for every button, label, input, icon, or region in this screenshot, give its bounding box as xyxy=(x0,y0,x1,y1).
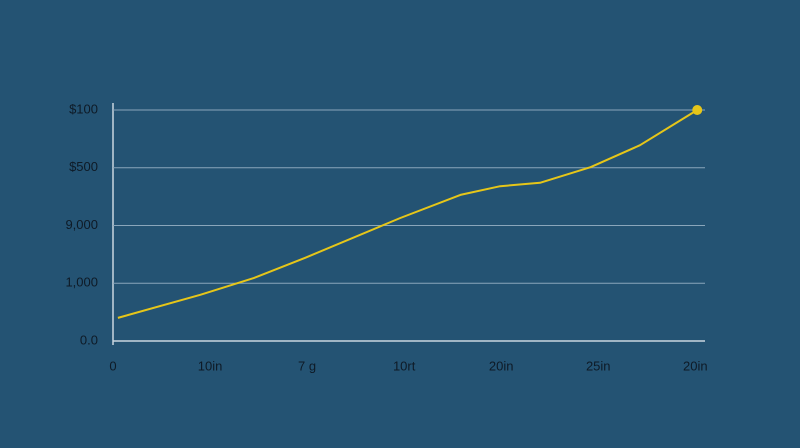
x-tick-label: 0 xyxy=(109,358,116,373)
y-tick-label: 1,000 xyxy=(65,275,98,290)
y-tick-label: 0.0 xyxy=(80,332,98,347)
end-marker xyxy=(692,105,703,115)
x-tick-label: 20in xyxy=(683,358,708,373)
x-tick-label: 10rt xyxy=(393,358,416,373)
y-tick-label: 9,000 xyxy=(65,217,98,232)
x-tick-label: 25in xyxy=(586,358,611,373)
x-tick-label: 20in xyxy=(489,358,514,373)
x-tick-label: 7 g xyxy=(298,358,316,373)
x-tick-label: 10in xyxy=(198,358,223,373)
y-tick-label: $500 xyxy=(69,159,98,174)
data-line xyxy=(117,109,698,319)
y-tick-label: $100 xyxy=(69,101,98,116)
